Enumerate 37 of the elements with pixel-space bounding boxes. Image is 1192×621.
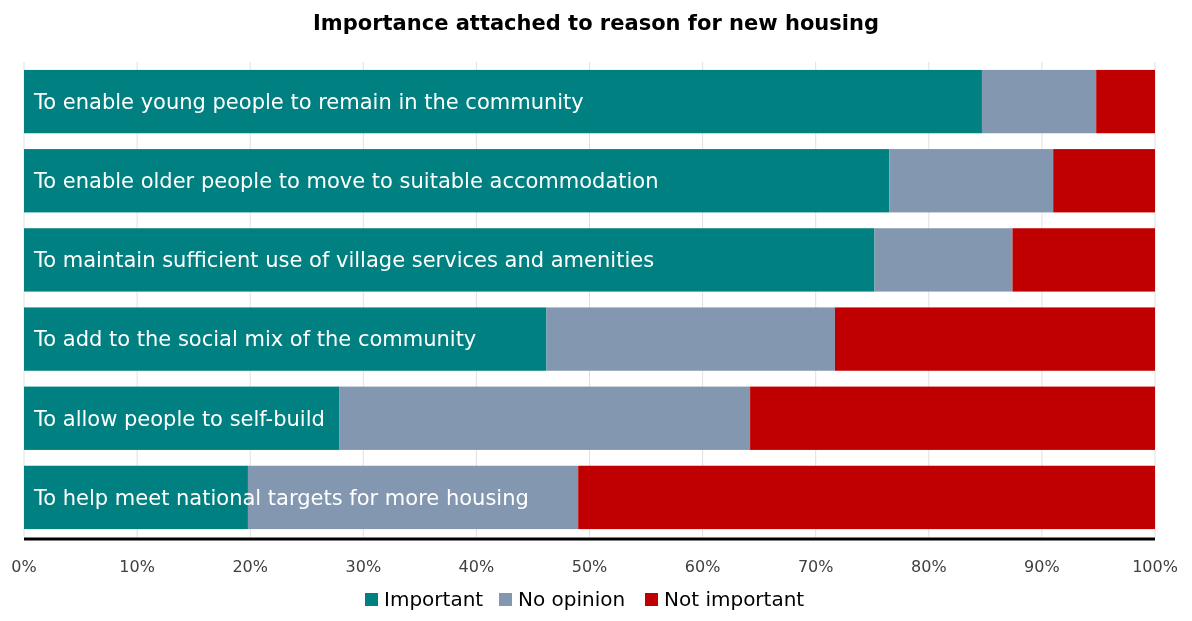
bar (1012, 228, 1155, 292)
x-tick-label: 60% (684, 557, 721, 576)
x-tick-label: 20% (232, 557, 268, 576)
y-tick-label: To maintain sufficient use of village services and amenities (33, 248, 655, 273)
x-tick-label: 30% (345, 557, 382, 576)
bar (889, 149, 1054, 213)
bar (24, 228, 875, 292)
legend-label: No opinion (518, 587, 626, 611)
y-tick-label: To help meet national targets for more housing (33, 485, 529, 510)
x-tick-label: 80% (911, 557, 947, 576)
bar (339, 386, 751, 450)
y-tick-label: To enable young people to remain in the community (33, 89, 584, 114)
bar (24, 69, 982, 134)
y-tick-label: To enable older people to move to suitable accommodation (33, 169, 659, 194)
bar (981, 69, 1097, 134)
bar (24, 386, 340, 450)
bar (24, 307, 547, 371)
bar (874, 228, 1013, 292)
x-tick-label: 0% (11, 557, 37, 576)
bar (834, 307, 1155, 371)
chart-title: Importance attached to reason for new housing (313, 11, 879, 35)
bar (750, 386, 1155, 450)
bar (24, 149, 890, 213)
x-tick-label: 90% (1024, 557, 1060, 576)
x-tick-label: 70% (797, 557, 834, 576)
bar (1053, 149, 1155, 213)
y-tick-label: To allow people to self-build (33, 406, 325, 431)
x-tick-label: 40% (458, 557, 495, 576)
x-tick-label: 10% (119, 557, 155, 576)
y-tick-label: To add to the social mix of the community (33, 327, 477, 352)
legend-label: Important (384, 587, 484, 611)
x-tick-label: 50% (571, 557, 608, 576)
bar (578, 465, 1155, 530)
bar (1096, 69, 1155, 134)
bar (546, 307, 835, 371)
legend-label: Not important (664, 587, 805, 611)
x-tick-label: 100% (1132, 557, 1178, 576)
